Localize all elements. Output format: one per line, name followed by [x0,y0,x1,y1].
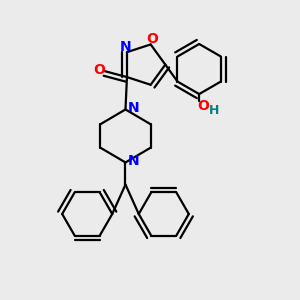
Text: O: O [146,32,158,46]
Text: O: O [94,63,106,77]
Text: N: N [128,101,139,115]
Text: O: O [198,99,209,113]
Text: N: N [120,40,131,54]
Text: H: H [209,104,219,117]
Text: N: N [128,154,139,168]
